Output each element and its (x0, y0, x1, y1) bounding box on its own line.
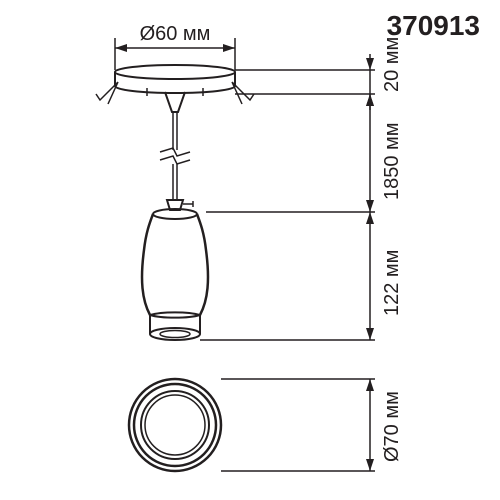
mount-height-label: 20 мм (381, 37, 403, 92)
cable-length-label: 1850 мм (381, 122, 403, 200)
lamp-body (142, 209, 208, 340)
dim-top-diameter: Ø60 мм (115, 23, 235, 70)
dim-bottom-diameter: Ø70 мм (221, 379, 403, 471)
cable (160, 112, 193, 210)
bottom-diameter-label: Ø70 мм (381, 391, 403, 462)
dimension-diagram: 370913 Ø60 мм (0, 0, 500, 500)
bottom-ring (129, 379, 221, 471)
sku-label: 370913 (387, 10, 480, 41)
body-height-label: 122 мм (381, 250, 403, 316)
top-diameter-label: Ø60 мм (140, 23, 211, 45)
dim-body-height: 122 мм (366, 212, 403, 340)
ceiling-mount (96, 65, 254, 112)
dim-cable-length: 1850 мм (366, 94, 403, 212)
